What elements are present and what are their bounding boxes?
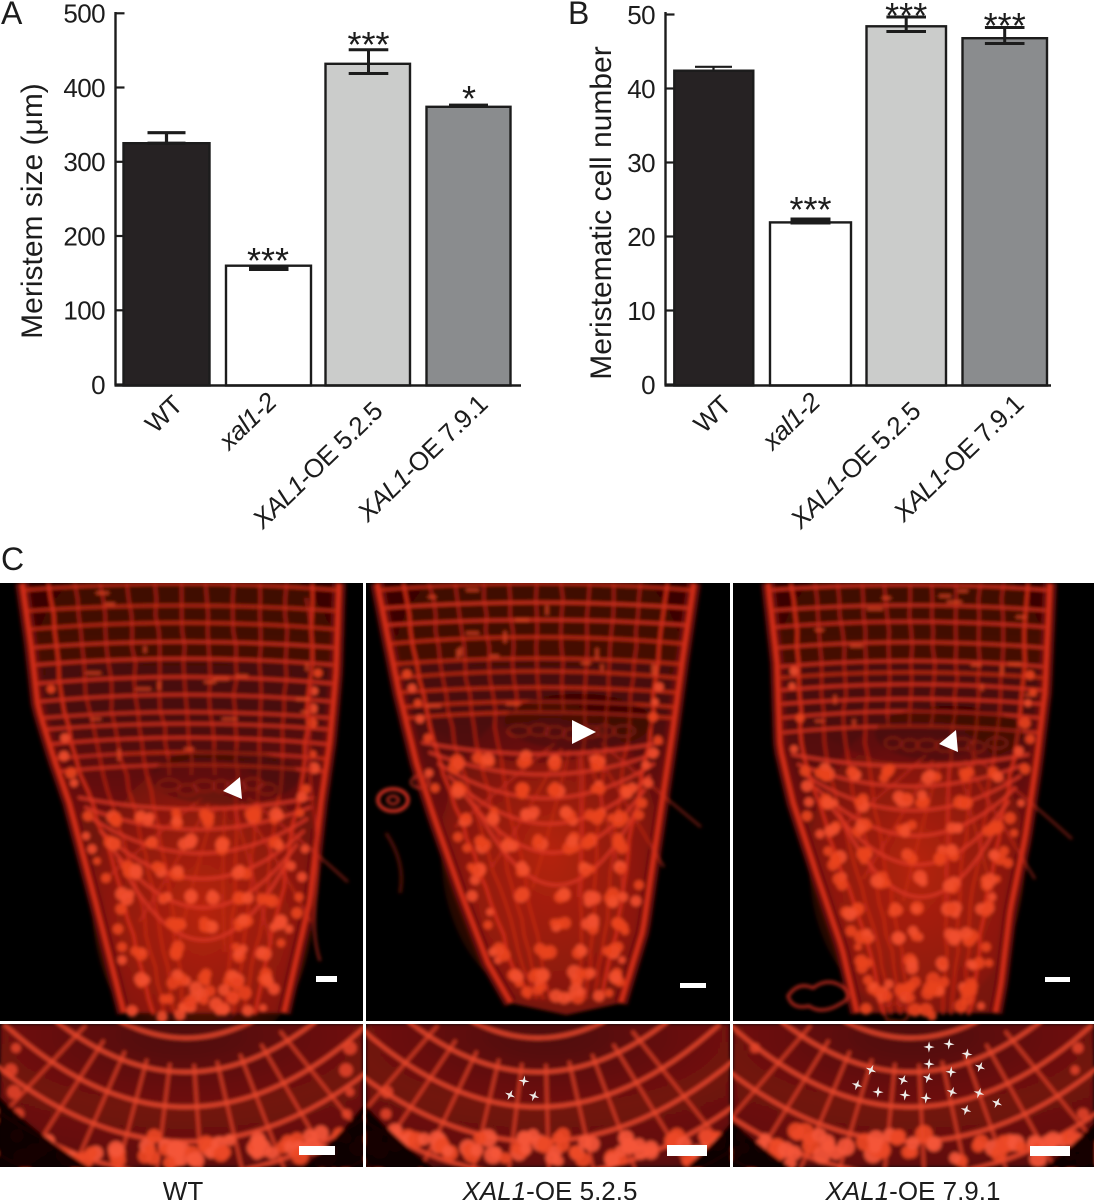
svg-text:WT: WT bbox=[139, 389, 189, 438]
svg-text:A: A bbox=[1, 0, 23, 31]
svg-text:***: *** bbox=[984, 5, 1026, 46]
svg-text:300: 300 bbox=[63, 147, 105, 177]
svg-text:500: 500 bbox=[63, 0, 105, 29]
svg-text:0: 0 bbox=[91, 370, 105, 400]
svg-text:20: 20 bbox=[627, 222, 655, 252]
svg-text:xal1-2: xal1-2 bbox=[211, 386, 283, 457]
svg-text:B: B bbox=[568, 0, 589, 31]
svg-text:C: C bbox=[1, 541, 24, 577]
svg-text:Meristem size (μm): Meristem size (μm) bbox=[16, 83, 49, 339]
svg-text:10: 10 bbox=[627, 296, 655, 326]
svg-text:***: *** bbox=[789, 189, 831, 230]
svg-text:200: 200 bbox=[63, 221, 105, 251]
svg-text:***: *** bbox=[347, 24, 389, 65]
svg-text:400: 400 bbox=[63, 73, 105, 103]
svg-text:100: 100 bbox=[63, 296, 105, 326]
svg-text:*: * bbox=[462, 78, 476, 119]
svg-text:30: 30 bbox=[627, 148, 655, 178]
svg-text:40: 40 bbox=[627, 74, 655, 104]
svg-text:WT: WT bbox=[687, 389, 737, 438]
svg-text:***: *** bbox=[247, 240, 289, 281]
svg-text:***: *** bbox=[885, 0, 927, 36]
svg-text:Meristematic cell number: Meristematic cell number bbox=[585, 46, 618, 379]
svg-text:0: 0 bbox=[641, 370, 655, 400]
svg-text:xal1-2: xal1-2 bbox=[755, 386, 827, 457]
svg-text:50: 50 bbox=[627, 0, 655, 30]
